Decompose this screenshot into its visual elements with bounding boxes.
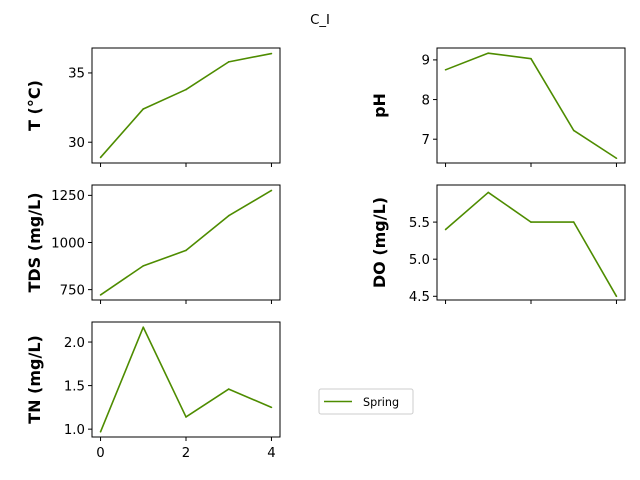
y-tick-label: 9 — [422, 54, 430, 69]
y-tick-label: 35 — [68, 67, 85, 82]
subplot-grid: 30 35 T (°C) 7 8 9 pH 750 1000 1250 TDS (mg/L) 4.5 5… — [25, 47, 626, 461]
data-point — [270, 52, 273, 55]
y-tick-label: 1.0 — [64, 423, 85, 438]
y-tick-label: 30 — [68, 136, 85, 151]
data-point — [185, 416, 187, 418]
y-tick-label: 7 — [422, 133, 430, 148]
y-tick-label: 1000 — [51, 236, 85, 251]
data-point — [227, 214, 230, 217]
y-tick-label: 2.0 — [64, 336, 85, 351]
y-tick-label: 1.5 — [64, 379, 85, 394]
series-line-spring — [100, 189, 272, 296]
data-point — [270, 189, 273, 192]
subplot-tn-mg-l: 1.0 1.5 2.0 0 2 4 TN (mg/L) — [25, 321, 281, 461]
data-point — [615, 295, 618, 298]
data-point — [185, 88, 187, 91]
data-point — [185, 249, 187, 252]
x-tick-label: 0 — [96, 446, 104, 461]
subplot-tds-mg-l: 750 1000 1250 TDS (mg/L) — [25, 184, 281, 304]
data-point — [572, 129, 575, 132]
y-tick-label: 4.5 — [409, 290, 430, 305]
subplot-ph: 7 8 9 pH — [370, 47, 626, 167]
data-point — [142, 326, 145, 329]
y-tick-label: 1250 — [51, 189, 85, 204]
y-axis-label: TDS (mg/L) — [25, 192, 44, 292]
legend-frame — [318, 388, 414, 415]
y-tick-label: 5.0 — [409, 253, 430, 268]
series-line-spring — [99, 52, 272, 158]
data-point — [444, 69, 447, 71]
series-line-spring — [445, 52, 617, 159]
data-point — [227, 61, 230, 63]
data-point — [487, 52, 490, 54]
data-point — [99, 430, 102, 433]
axes-frame — [91, 47, 281, 164]
x-tick-label: 4 — [267, 446, 275, 461]
figure-title: C_I — [310, 13, 330, 28]
y-axis-label: T (°C) — [25, 80, 44, 131]
legend: Spring — [318, 388, 414, 415]
data-point — [572, 221, 575, 223]
y-axis-label: TN (mg/L) — [25, 335, 44, 424]
data-point — [227, 388, 230, 390]
x-tick-label: 2 — [182, 446, 190, 461]
series-line-spring — [445, 191, 618, 297]
data-point — [99, 294, 102, 296]
data-point — [99, 156, 102, 159]
legend-label: Spring — [363, 396, 399, 409]
subplot-do-mg-l: 4.5 5.0 5.5 DO (mg/L) — [370, 184, 626, 305]
data-point — [615, 157, 618, 160]
y-axis-label: DO (mg/L) — [370, 197, 389, 288]
axes-frame — [91, 321, 281, 438]
subplot-t-c: 30 35 T (°C) — [25, 47, 281, 167]
data-point — [444, 228, 447, 231]
data-point — [270, 406, 273, 409]
data-point — [530, 57, 532, 60]
y-tick-label: 5.5 — [409, 216, 430, 231]
y-axis-label: pH — [370, 93, 389, 118]
data-point — [142, 265, 145, 267]
y-tick-label: 750 — [60, 283, 85, 298]
axes-frame — [436, 184, 626, 301]
data-point — [487, 191, 490, 194]
data-point — [530, 221, 532, 223]
y-tick-label: 8 — [422, 93, 430, 108]
series-line-spring — [99, 326, 272, 433]
data-point — [142, 108, 145, 110]
